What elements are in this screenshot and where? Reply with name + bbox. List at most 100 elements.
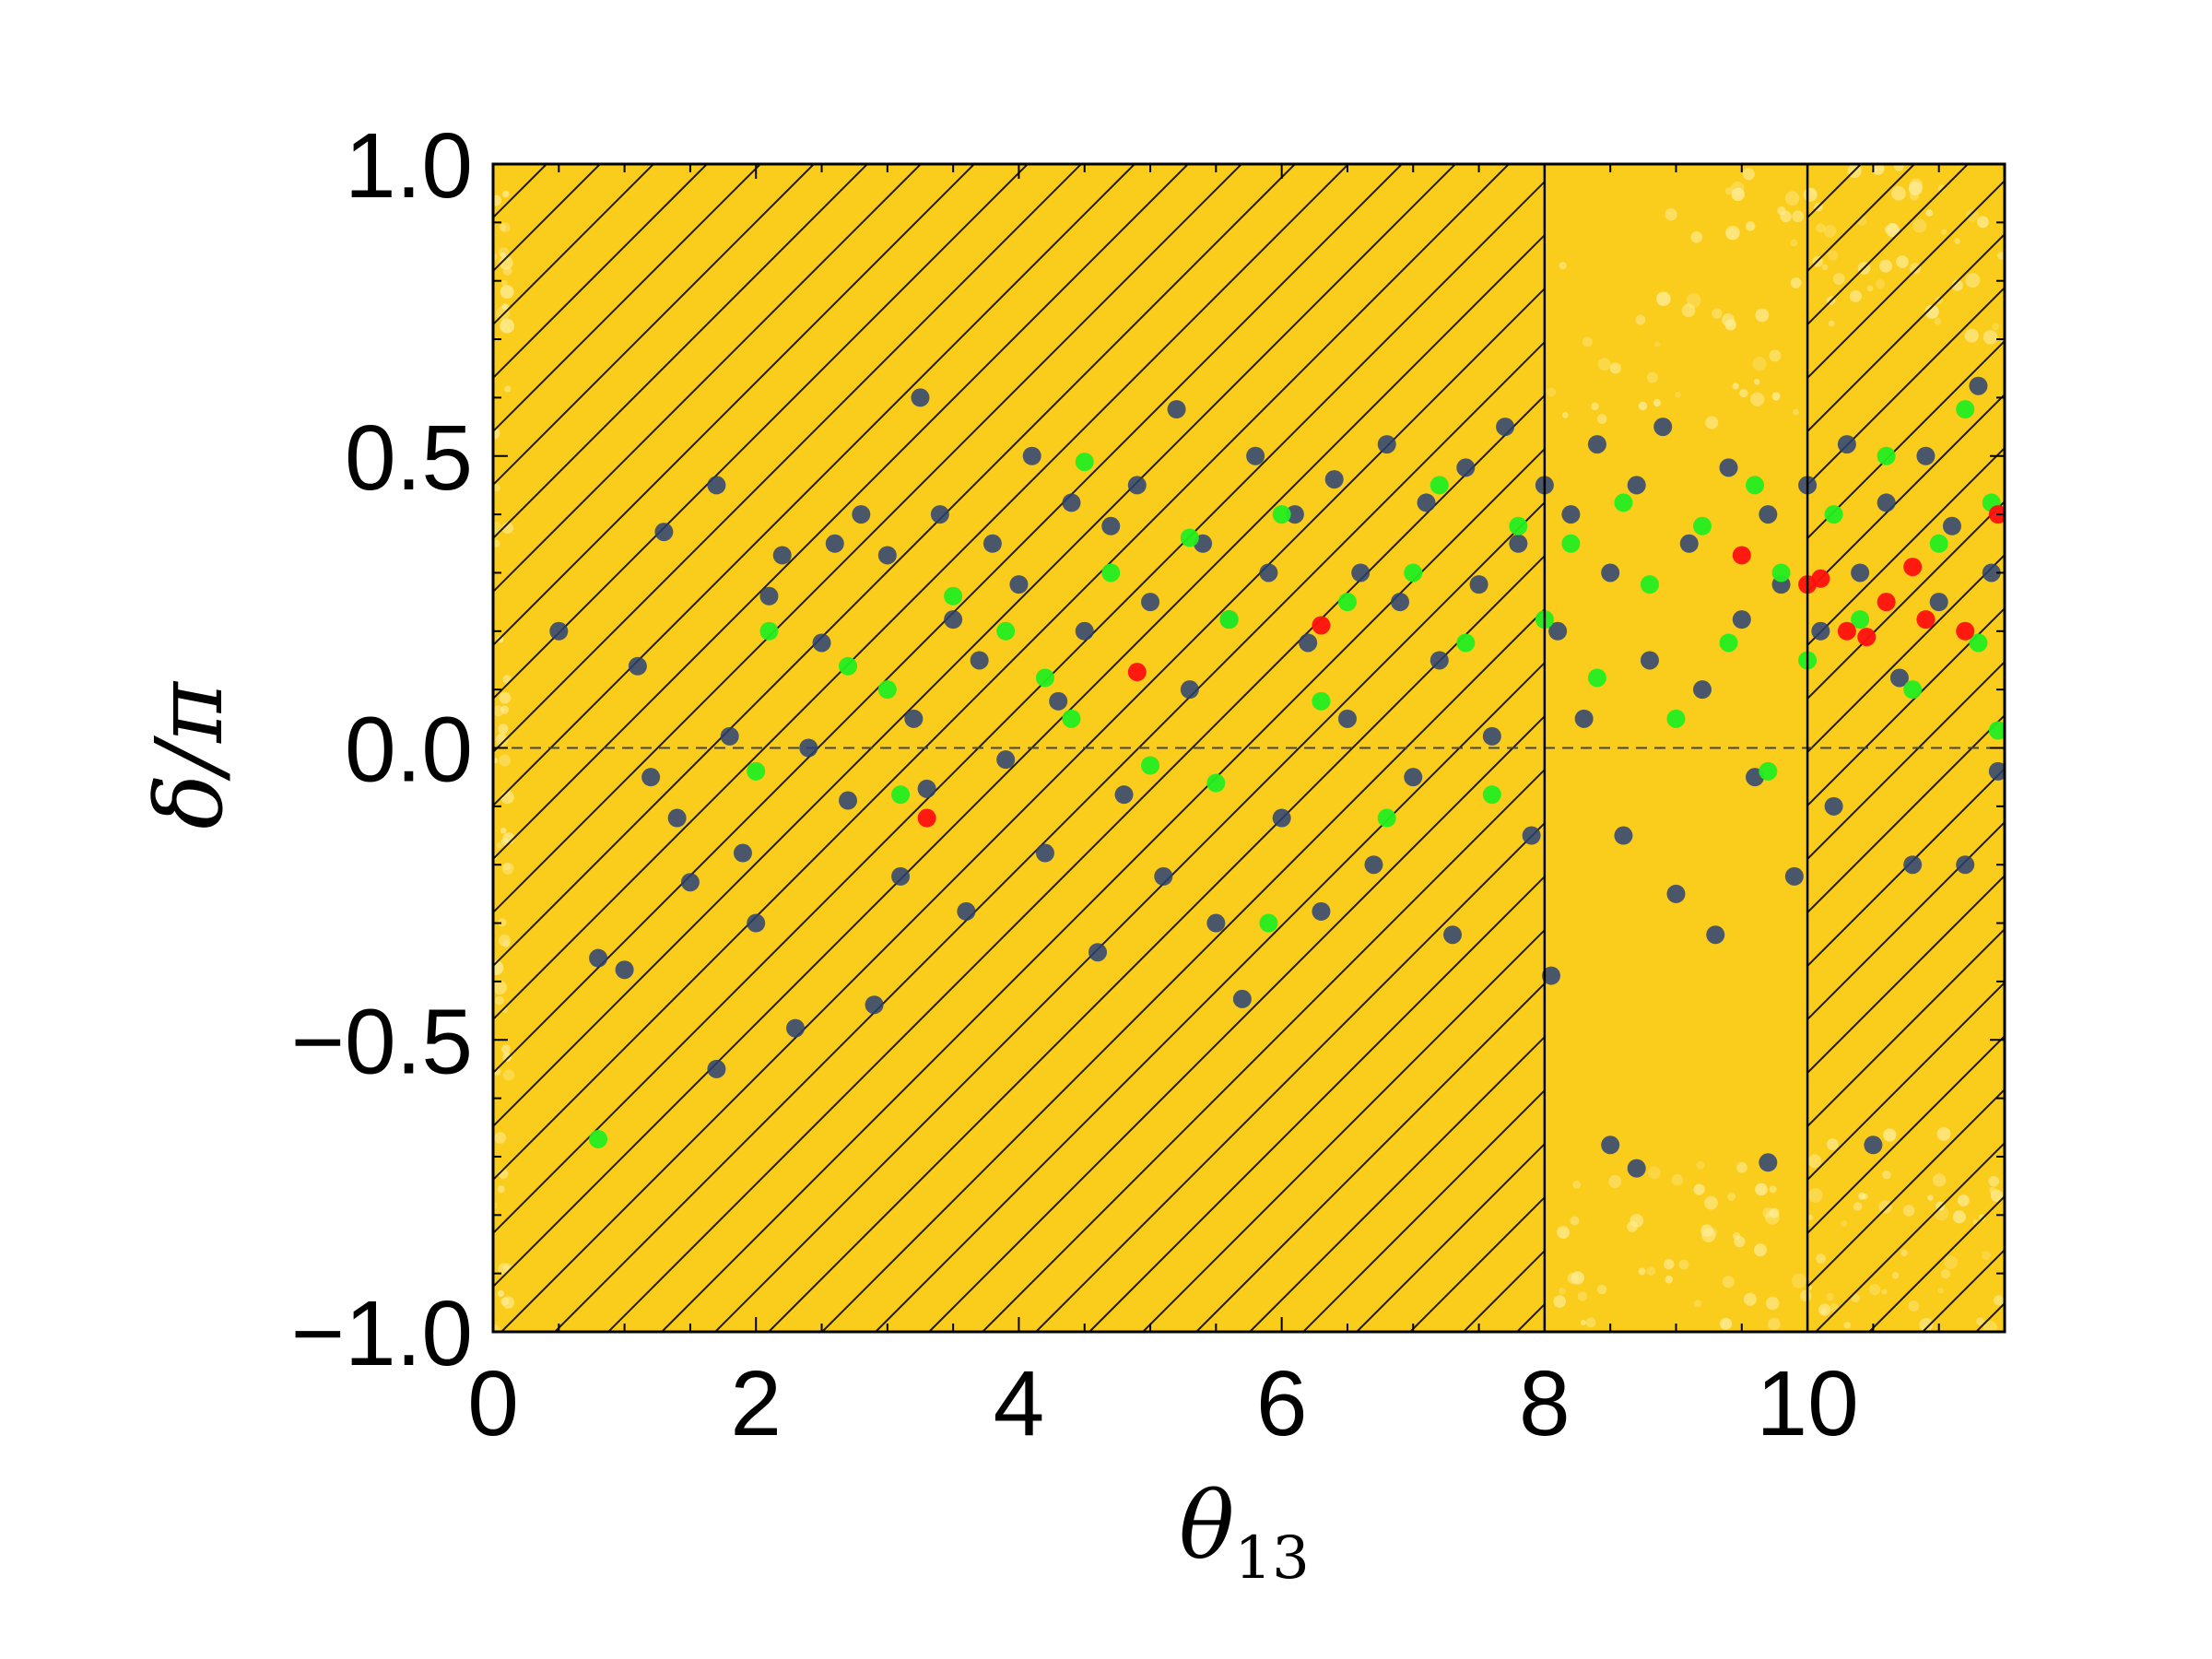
data-point xyxy=(904,709,924,728)
data-point xyxy=(1574,709,1594,728)
data-point xyxy=(1141,593,1160,612)
data-point xyxy=(917,808,936,828)
data-point xyxy=(1561,534,1581,553)
speckle xyxy=(1792,1273,1806,1288)
speckle xyxy=(1883,1128,1897,1142)
data-point xyxy=(1337,709,1357,728)
hatch-line xyxy=(2030,164,2212,1332)
speckle xyxy=(1724,187,1733,194)
data-point xyxy=(1522,826,1541,845)
hatch-line xyxy=(493,164,708,380)
speckle xyxy=(1608,1174,1622,1189)
speckle xyxy=(1559,262,1567,270)
data-point xyxy=(1035,843,1054,863)
data-point xyxy=(707,476,726,495)
speckle xyxy=(1653,341,1660,347)
data-point xyxy=(944,586,963,606)
speckle xyxy=(502,940,511,947)
hatch-line xyxy=(1807,339,2005,540)
data-point xyxy=(1351,563,1371,582)
data-point xyxy=(680,873,700,892)
data-point xyxy=(1903,855,1923,875)
speckle xyxy=(1990,1189,2004,1202)
data-point xyxy=(1232,989,1252,1008)
data-point xyxy=(1127,663,1147,682)
speckle xyxy=(1861,1193,1868,1200)
speckle xyxy=(1671,1173,1684,1186)
data-point xyxy=(877,546,897,565)
speckle xyxy=(1983,1320,1997,1332)
speckle xyxy=(1708,1227,1718,1238)
hatch-line xyxy=(2083,164,2212,1332)
data-point xyxy=(1877,446,1896,465)
speckle xyxy=(1894,164,1904,172)
hatch-line xyxy=(2105,164,2212,1332)
speckle xyxy=(1557,1226,1571,1240)
speckle xyxy=(1826,1138,1839,1150)
data-point xyxy=(1154,866,1173,886)
hatch-line xyxy=(493,164,1349,1021)
speckle xyxy=(1902,1205,1915,1217)
speckle xyxy=(498,918,507,927)
speckle xyxy=(1866,285,1874,292)
speckle xyxy=(1997,252,2005,260)
data-point xyxy=(1377,435,1396,454)
data-point xyxy=(589,948,608,968)
data-point xyxy=(549,621,569,641)
hatch-line xyxy=(1998,164,2212,1332)
speckle xyxy=(1727,1192,1736,1201)
speckle xyxy=(1793,408,1799,416)
hatch-line xyxy=(493,164,815,487)
speckle xyxy=(1849,289,1862,302)
speckle xyxy=(502,863,512,871)
data-point xyxy=(1956,855,1975,875)
data-point xyxy=(1337,593,1357,612)
speckle xyxy=(1937,184,1946,192)
points-group xyxy=(549,376,2005,1178)
speckle xyxy=(1940,1268,1951,1279)
data-point xyxy=(747,761,766,781)
data-point xyxy=(1811,621,1830,641)
speckle xyxy=(1878,1200,1892,1214)
data-point xyxy=(1811,569,1830,588)
speckle xyxy=(1553,1295,1567,1308)
data-point xyxy=(1759,1153,1778,1172)
data-point xyxy=(1837,621,1856,641)
y-tick-label: 1.0 xyxy=(345,114,473,218)
speckle xyxy=(500,222,511,233)
data-point xyxy=(654,523,674,542)
data-point xyxy=(1180,680,1199,700)
data-point xyxy=(1548,621,1568,641)
speckle xyxy=(1765,1210,1780,1225)
speckle xyxy=(1577,1291,1587,1301)
data-point xyxy=(1035,668,1054,688)
speckle xyxy=(499,223,507,231)
speckle xyxy=(501,1296,515,1309)
speckle xyxy=(1872,164,1885,175)
speckle xyxy=(1743,1292,1758,1306)
x-tick-label: 8 xyxy=(1519,1352,1571,1455)
speckle xyxy=(1882,1170,1891,1180)
speckle xyxy=(1858,1192,1866,1200)
data-point xyxy=(799,738,818,758)
speckle xyxy=(1841,1220,1848,1228)
speckle xyxy=(1816,1253,1826,1264)
speckle xyxy=(1739,388,1748,398)
speckle xyxy=(1753,1243,1767,1257)
data-point xyxy=(930,505,949,524)
speckle xyxy=(1823,225,1837,238)
data-point xyxy=(1219,610,1239,629)
hatch-line xyxy=(2052,164,2212,1332)
x-tick-label: 6 xyxy=(1256,1352,1308,1455)
speckle xyxy=(1736,1161,1747,1173)
data-point xyxy=(1469,575,1488,594)
data-point xyxy=(996,621,1016,641)
speckle xyxy=(1638,1267,1646,1276)
y-tick-label: −0.5 xyxy=(291,990,473,1093)
speckle xyxy=(1571,1271,1584,1285)
speckle xyxy=(1750,392,1765,406)
speckle xyxy=(1730,181,1745,195)
speckle xyxy=(1934,317,1942,325)
data-point xyxy=(839,791,858,810)
data-point xyxy=(1456,458,1476,477)
